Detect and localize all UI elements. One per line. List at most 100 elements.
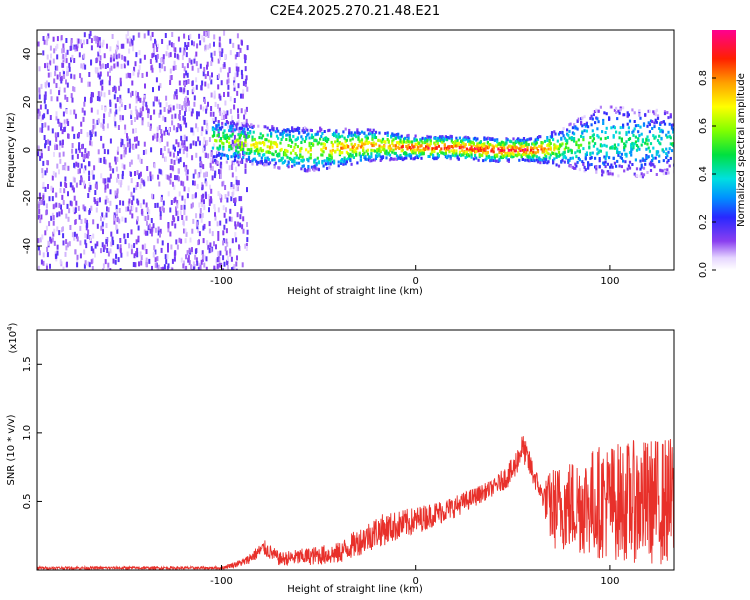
spectrogram-cell [245, 243, 248, 248]
spectrogram-cell [567, 146, 570, 150]
spectrogram-cell [398, 147, 401, 150]
spectrogram-cell [47, 125, 50, 131]
spectrogram-cell [651, 162, 654, 166]
spectrogram-cell [364, 135, 367, 139]
spectrogram-cell [337, 135, 340, 139]
spectrogram-cell [97, 149, 100, 155]
spectrogram-cell [147, 113, 150, 119]
spectrogram-cell [163, 264, 166, 270]
spectrogram-cell [545, 155, 548, 159]
spectrogram-cell [308, 136, 311, 140]
spectrogram-cell [98, 48, 101, 54]
spectrogram-cell [224, 246, 227, 252]
spectrogram-cell [90, 259, 93, 265]
spectrogram-cell [443, 143, 446, 147]
spectrogram-cell [54, 132, 57, 138]
spectrogram-cell [161, 170, 164, 176]
spectrogram-cell [85, 222, 88, 228]
spectrogram-cell [247, 148, 251, 152]
spectrogram-cell [527, 153, 530, 157]
spectrogram-cell [227, 84, 230, 90]
spectrogram-cell [485, 156, 488, 160]
spectrogram-cell [514, 153, 517, 157]
spectrogram-cell [177, 216, 180, 222]
spectrogram-cell [123, 233, 126, 239]
spectrogram-cell [637, 145, 640, 149]
spectrogram-cell [152, 48, 155, 53]
spectrogram-cell [261, 162, 265, 166]
spectrogram-cell [535, 146, 538, 150]
spectrogram-cell [453, 149, 456, 153]
spectrogram-cell [153, 133, 156, 139]
spectrogram-cell [654, 110, 657, 114]
spectrogram-cell [104, 107, 107, 113]
spectrogram-cell [447, 148, 450, 152]
spectrogram-cell [70, 57, 72, 63]
spectrogram-cell [312, 165, 315, 169]
spectrogram-cell [109, 165, 112, 171]
spectrogram-cell [190, 203, 193, 209]
spectrogram-cell [206, 122, 209, 128]
spectrogram-cell [246, 142, 249, 148]
spectrogram-cell [658, 154, 661, 158]
spectrogram-cell [121, 174, 124, 180]
spectrogram-cell [598, 159, 601, 163]
spectrogram-cell [111, 56, 114, 62]
spectrogram-cell [419, 148, 422, 152]
spectrogram-cell [144, 243, 147, 249]
spectrogram-cell [84, 218, 87, 224]
spectrogram-cell [605, 151, 608, 155]
spectrogram-cell [574, 151, 577, 155]
spectrogram-cell [239, 153, 241, 159]
spectrogram-cell [124, 149, 127, 155]
spectrogram-cell [221, 114, 223, 120]
spectrogram-cell [75, 182, 78, 188]
spectrogram-cell [56, 212, 59, 218]
spectrogram-cell [55, 83, 58, 88]
spectrogram-cell [218, 36, 221, 42]
spectrogram-cell [561, 142, 564, 146]
spectrogram-cell [115, 253, 118, 259]
spectrogram-cell [430, 150, 434, 154]
spectrogram-cell [296, 128, 299, 132]
spectrogram-cell [84, 165, 87, 171]
spectrogram-cell [363, 151, 366, 155]
spectrogram-cell [381, 155, 385, 159]
spectrogram-cell [333, 161, 336, 165]
spectrogram-cell [336, 139, 339, 143]
spectrogram-cell [320, 128, 323, 132]
spectrogram-cell [605, 154, 608, 158]
spectrogram-cell [647, 121, 650, 125]
spectrogram-cell [106, 206, 108, 212]
spectrogram-cell [70, 93, 73, 99]
spectrogram-cell [391, 132, 394, 136]
spectrogram-cell [243, 151, 246, 155]
spectrogram-cell [454, 140, 457, 144]
spectrogram-cell [136, 219, 139, 225]
spectrogram-cell [627, 130, 630, 134]
spectrogram-cell [207, 83, 210, 89]
spectrogram-cell [244, 109, 247, 115]
spectrogram-cell [638, 113, 641, 117]
spectrogram-cell [597, 120, 600, 124]
spectrogram-cell [187, 187, 190, 193]
spectrogram-cell [159, 211, 162, 217]
spectrogram-cell [225, 238, 228, 244]
spectrogram-cell [444, 148, 447, 152]
spectrogram-cell [534, 151, 537, 155]
spectrogram-cell [244, 138, 247, 142]
spectrogram-cell [416, 156, 420, 160]
spectrogram-cell [289, 138, 293, 142]
spectrogram-cell [174, 175, 176, 180]
spectrogram-cell [180, 180, 183, 186]
spectrogram-cell [83, 249, 86, 255]
spectrogram-cell [76, 259, 79, 265]
spectrogram-cell [138, 32, 141, 38]
spectrogram-cell [64, 123, 67, 129]
spectrogram-cell [217, 103, 220, 109]
spectrogram-cell [126, 38, 129, 44]
spectrogram-cell [173, 184, 176, 190]
spectrogram-cell [483, 147, 486, 151]
spectrogram-cell [624, 160, 627, 164]
spectrogram-cell [41, 127, 44, 133]
